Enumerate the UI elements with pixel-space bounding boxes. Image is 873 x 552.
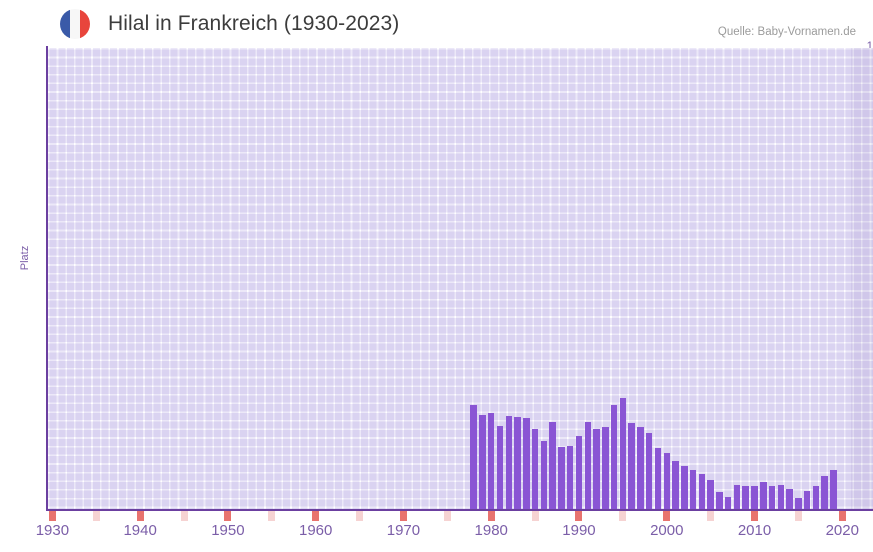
bar <box>786 488 793 509</box>
bar <box>716 492 723 509</box>
x-tick-major <box>487 511 495 521</box>
x-tick-minor <box>707 511 715 521</box>
flag-band-white <box>70 9 80 39</box>
x-axis-tick-marks <box>48 511 873 521</box>
bar <box>584 422 591 509</box>
bar <box>566 445 574 509</box>
bar <box>760 481 767 509</box>
bar <box>637 426 644 509</box>
x-axis-label: 2020 <box>825 522 859 539</box>
bar <box>470 405 477 509</box>
x-tick-major <box>312 511 320 521</box>
bar <box>593 429 600 509</box>
bar <box>733 484 741 509</box>
bar <box>777 484 785 509</box>
x-axis-label: 1960 <box>298 522 333 539</box>
bar <box>610 405 618 509</box>
flag-band-blue <box>60 9 70 39</box>
x-tick-minor <box>92 511 100 521</box>
x-axis-line <box>46 509 873 511</box>
x-tick-major <box>48 511 56 521</box>
x-tick-major <box>399 511 407 521</box>
bar <box>479 414 486 509</box>
source-attribution: Quelle: Baby-Vornamen.de <box>717 26 856 38</box>
bar <box>698 473 706 509</box>
bar <box>654 448 662 509</box>
bar <box>663 453 670 509</box>
bar <box>803 491 811 509</box>
bar <box>487 413 495 509</box>
x-tick-major <box>224 511 232 521</box>
chart-title: Hilal in Frankreich (1930-2023) <box>108 12 400 35</box>
x-axis-label: 1950 <box>211 522 245 539</box>
bar <box>751 486 758 509</box>
bar <box>628 423 635 509</box>
x-axis-label: 1980 <box>474 522 508 539</box>
x-axis-label: 1990 <box>562 522 596 539</box>
bar <box>681 466 688 509</box>
bar <box>540 440 548 509</box>
bar <box>575 436 583 509</box>
x-tick-major <box>136 511 144 521</box>
x-axis-label: 2000 <box>650 522 684 539</box>
bar <box>558 447 565 509</box>
bar <box>645 433 653 509</box>
x-tick-minor <box>531 511 539 521</box>
bar <box>531 428 539 509</box>
x-tick-major <box>838 511 846 521</box>
bar <box>672 461 679 509</box>
x-tick-major <box>663 511 671 521</box>
chart-header: Hilal in Frankreich (1930-2023) Quelle: … <box>0 0 873 48</box>
plot-area <box>48 48 873 509</box>
bar <box>821 476 828 509</box>
bar <box>812 485 820 509</box>
french-flag-icon <box>60 9 90 39</box>
y-axis-line <box>46 46 48 511</box>
bar <box>795 498 802 509</box>
bar <box>724 497 732 509</box>
flag-band-red <box>80 9 90 39</box>
x-tick-minor <box>619 511 627 521</box>
x-tick-minor <box>356 511 364 521</box>
x-tick-minor <box>443 511 451 521</box>
bar <box>505 416 512 509</box>
x-tick-major <box>751 511 759 521</box>
bar <box>768 486 776 509</box>
x-tick-minor <box>268 511 276 521</box>
x-axis-tick-labels: 1930 1940 1950 1960 1970 1980 1990 2000 2010 2020 <box>0 522 873 548</box>
y-axis-tick-top: 1 <box>866 41 873 53</box>
bar <box>523 418 530 509</box>
x-axis-label: 1940 <box>123 522 157 539</box>
bar <box>496 425 504 509</box>
bar <box>619 398 627 509</box>
y-axis-title: Platz <box>19 245 31 271</box>
x-axis-label: 2010 <box>737 522 772 539</box>
bar <box>602 426 609 509</box>
bar <box>689 469 697 509</box>
x-tick-major <box>575 511 583 521</box>
bar-series <box>48 48 873 509</box>
x-tick-minor <box>180 511 188 521</box>
bar <box>707 479 714 509</box>
bar <box>549 422 556 509</box>
x-axis-label: 1970 <box>386 522 421 539</box>
bar <box>742 486 749 509</box>
bar <box>830 470 837 509</box>
x-axis-label: 1930 <box>35 522 70 539</box>
x-tick-minor <box>794 511 802 521</box>
bar <box>514 417 521 509</box>
